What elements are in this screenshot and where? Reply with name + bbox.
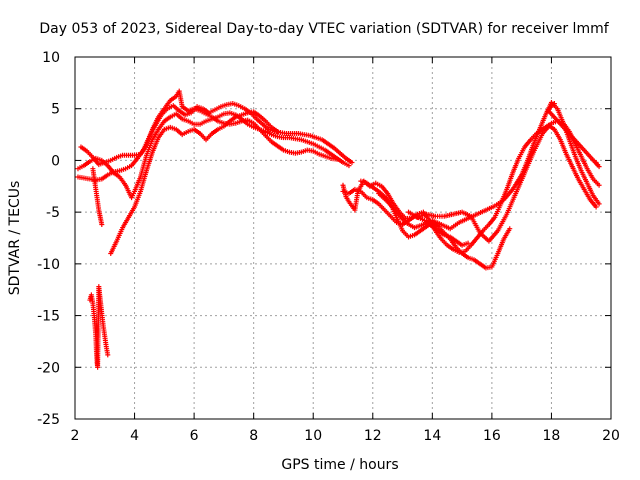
y-axis-ticks: 10 5 0 -5 -10 -15 -20 -25 — [37, 50, 611, 428]
series-track-12 — [545, 101, 602, 170]
data-point — [593, 204, 599, 210]
x-axis-label: GPS time / hours — [281, 457, 398, 473]
data-point — [346, 163, 352, 169]
data-series — [75, 88, 602, 370]
data-point — [105, 352, 111, 358]
series-track-2 — [75, 101, 355, 183]
x-tick-label: 12 — [364, 428, 382, 444]
series-track-7 — [340, 122, 599, 255]
x-tick-label: 18 — [543, 428, 561, 444]
data-point — [349, 159, 355, 165]
y-axis-label: SDTVAR / TECUs — [7, 181, 23, 296]
data-point — [551, 101, 557, 107]
data-point — [465, 240, 471, 246]
plot-frame — [74, 56, 612, 420]
y-tick-label: 5 — [51, 102, 60, 118]
data-point — [274, 128, 280, 134]
y-tick-label: -5 — [46, 205, 60, 221]
series-track-3 — [78, 88, 340, 168]
grid-lines — [75, 57, 611, 419]
y-tick-label: 0 — [51, 153, 60, 169]
data-point — [507, 226, 513, 232]
y-tick-label: 10 — [42, 50, 60, 66]
y-tick-label: -10 — [37, 257, 60, 273]
series-track-5 — [90, 166, 105, 228]
x-tick-label: 2 — [71, 428, 80, 444]
y-tick-label: -20 — [37, 360, 60, 376]
x-tick-label: 20 — [602, 428, 620, 444]
y-tick-label: -15 — [37, 309, 60, 325]
data-point — [596, 201, 602, 207]
data-point — [99, 222, 105, 228]
series-track-6 — [87, 284, 111, 370]
series-track-11 — [340, 186, 471, 248]
data-point — [334, 156, 340, 162]
chart-title: Day 053 of 2023, Sidereal Day-to-day VTE… — [39, 21, 609, 37]
series-track-4 — [108, 109, 280, 257]
x-tick-label: 10 — [304, 428, 322, 444]
x-tick-label: 8 — [249, 428, 258, 444]
x-axis-ticks: 2 4 6 8 10 12 14 16 18 20 — [71, 57, 620, 444]
x-tick-label: 6 — [190, 428, 199, 444]
x-tick-label: 14 — [423, 428, 441, 444]
data-point — [596, 182, 602, 188]
x-tick-label: 4 — [130, 428, 139, 444]
x-tick-label: 16 — [483, 428, 501, 444]
y-tick-label: -25 — [37, 412, 60, 428]
